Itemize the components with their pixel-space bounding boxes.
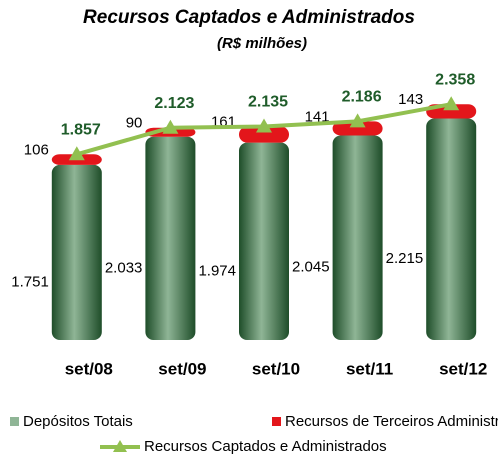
- line-value-label: 2.186: [342, 89, 382, 106]
- legend-swatch: [10, 417, 19, 426]
- x-tick-label: set/12: [439, 359, 487, 378]
- legend-label: Depósitos Totais: [23, 413, 133, 430]
- x-tick-label: set/09: [158, 359, 206, 378]
- value-label: 2.033: [105, 259, 143, 276]
- line-value-label: 1.857: [61, 122, 101, 139]
- value-label: 90: [126, 115, 143, 132]
- x-tick-label: set/11: [346, 359, 393, 378]
- line-value-label: 2.123: [154, 95, 194, 112]
- x-tick-label: set/08: [65, 359, 113, 378]
- bar-segment: [333, 136, 383, 341]
- bar-segment: [426, 119, 476, 341]
- chart-subtitle: (R$ milhões): [217, 35, 307, 52]
- legend-swatch: [272, 417, 281, 426]
- legend-label: Recursos Captados e Administrados: [144, 438, 387, 455]
- chart-title: Recursos Captados e Administrados: [83, 7, 415, 28]
- value-label: 2.215: [386, 250, 424, 267]
- value-label: 106: [24, 141, 49, 158]
- bar-segment: [52, 165, 102, 340]
- value-label: 2.045: [292, 259, 330, 276]
- line-value-label: 2.358: [435, 71, 475, 88]
- chart: Recursos Captados e Administrados (R$ mi…: [0, 0, 498, 457]
- value-label: 143: [398, 91, 423, 108]
- bar-segment: [239, 143, 289, 340]
- x-tick-label: set/10: [252, 359, 300, 378]
- line-value-label: 2.135: [248, 94, 288, 111]
- value-label: 1.974: [198, 262, 236, 279]
- value-label: 1.751: [11, 273, 49, 290]
- legend-label: Recursos de Terceiros Administrados: [285, 413, 498, 430]
- bar-segment: [145, 137, 195, 340]
